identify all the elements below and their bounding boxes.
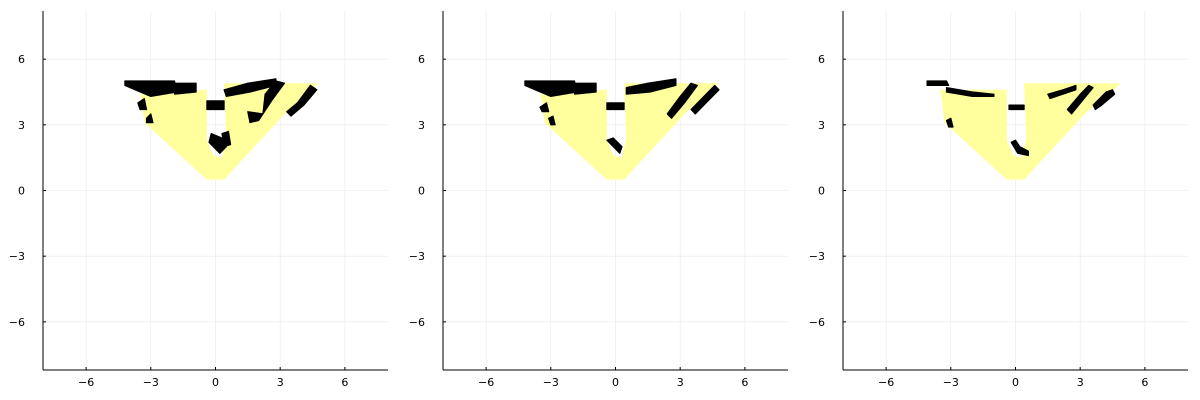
occupied-region	[573, 82, 597, 95]
occupied-region	[926, 80, 950, 87]
x-tick-label: 0	[1012, 376, 1019, 389]
x-tick-label: 6	[1141, 376, 1148, 389]
y-tick-label: 3	[18, 119, 25, 132]
x-tick-label: 0	[612, 376, 619, 389]
y-tick-label: 0	[418, 185, 425, 198]
occupied-region	[221, 130, 232, 148]
y-tick-label: 3	[818, 119, 825, 132]
y-tick-label: −3	[9, 250, 25, 263]
x-tick-label: 3	[1077, 376, 1084, 389]
y-tick-label: 6	[818, 53, 825, 66]
occupied-region	[606, 137, 623, 154]
y-tick-label: −6	[409, 316, 425, 329]
occupied-region	[625, 78, 677, 95]
occupied-region	[124, 80, 178, 98]
occupied-region	[247, 80, 286, 124]
x-tick-label: 0	[212, 376, 219, 389]
occupied-region	[690, 84, 720, 115]
occupied-region	[1008, 104, 1025, 111]
y-tick-label: 0	[18, 185, 25, 198]
x-tick-label: −3	[143, 376, 159, 389]
y-tick-label: 6	[18, 53, 25, 66]
occupied-region	[145, 113, 154, 124]
y-tick-label: −3	[409, 250, 425, 263]
occupied-region	[945, 117, 954, 128]
y-tick-label: 3	[418, 119, 425, 132]
plot-panel-1: −6 −3 0 3 6 −6 −3 0 3 6	[9, 11, 388, 389]
occupied-region	[539, 102, 550, 113]
x-tick-label: 3	[677, 376, 684, 389]
occupied-region	[286, 84, 318, 117]
x-tick-label: −3	[543, 376, 559, 389]
x-tick-label: 3	[277, 376, 284, 389]
occupied-region	[206, 100, 225, 111]
x-tick-label: 6	[741, 376, 748, 389]
occupied-region	[173, 82, 197, 95]
plot-panel-3: −6 −3 0 3 6 −6 −3 0 3 6	[809, 11, 1188, 389]
occupied-region	[666, 82, 699, 119]
x-tick-label: −6	[878, 376, 894, 389]
occupied-region	[137, 97, 148, 111]
x-tick-label: −3	[943, 376, 959, 389]
occupied-region	[524, 80, 578, 98]
y-tick-label: −6	[9, 316, 25, 329]
occupied-region	[945, 86, 995, 98]
plot-panel-2: −6 −3 0 3 6 −6 −3 0 3 6	[409, 11, 788, 389]
y-tick-label: 6	[418, 53, 425, 66]
free-space-region	[140, 83, 319, 180]
x-tick-label: −6	[478, 376, 494, 389]
occupied-region	[1092, 89, 1116, 111]
occupied-region	[1010, 139, 1030, 157]
x-tick-label: −6	[78, 376, 94, 389]
y-tick-label: −6	[809, 316, 825, 329]
occupied-region	[548, 115, 556, 126]
x-tick-label: 6	[341, 376, 348, 389]
occupied-region	[606, 102, 625, 111]
occupied-region	[1047, 84, 1077, 100]
occupied-region	[1066, 84, 1094, 115]
y-tick-label: 0	[818, 185, 825, 198]
y-tick-label: −3	[809, 250, 825, 263]
